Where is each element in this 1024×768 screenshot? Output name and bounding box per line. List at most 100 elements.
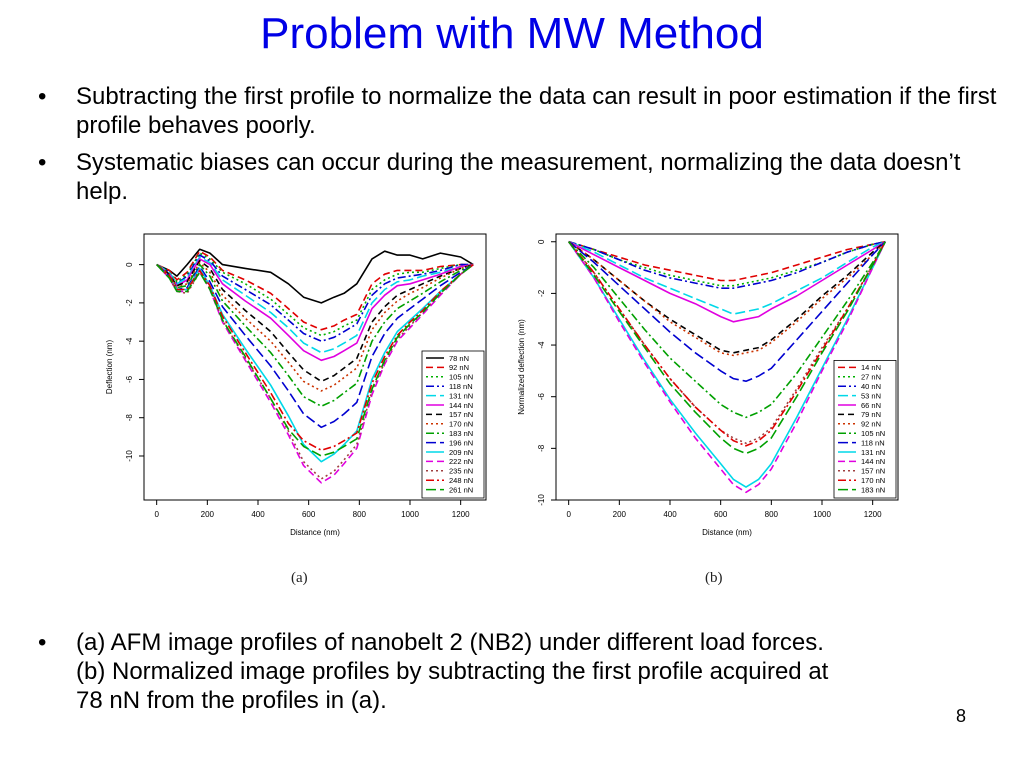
legend-label: 53 nN [861,391,881,400]
legend-label: 131 nN [861,448,885,457]
x-axis-label: Distance (nm) [290,528,340,537]
series-line [156,263,474,457]
bullet-line: (a) AFM image profiles of nanobelt 2 (NB… [76,629,824,656]
series-line [156,263,474,429]
series-line [156,250,474,331]
bullet-item: • Subtracting the first profile to norma… [38,82,1013,140]
legend-label: 40 nN [861,382,881,391]
x-tick-label: 1200 [452,510,470,519]
x-tick-label: 0 [154,510,159,519]
series-line [568,240,886,290]
legend-label: 261 nN [449,485,473,494]
legend-label: 183 nN [449,429,473,438]
x-tick-label: 400 [251,510,265,519]
x-tick-label: 600 [714,510,728,519]
caption-a: (a) [291,570,308,586]
x-tick-label: 1000 [813,510,831,519]
bullet-text: Systematic biases can occur during the m… [76,149,961,205]
legend-label: 14 nN [861,363,881,372]
x-tick-label: 200 [613,510,627,519]
series-line [568,241,887,488]
y-tick-label: -2 [537,289,546,297]
series-line [568,241,886,357]
series-line [156,256,474,354]
bullet-text: Subtracting the first profile to normali… [76,83,997,139]
legend-label: 118 nN [449,382,473,391]
y-tick-label: -6 [537,393,546,401]
series-line [568,240,886,282]
y-axis-label: Deflection (nm) [105,340,114,395]
series-line [568,241,886,419]
y-axis-label: Normalized deflection (nm) [517,319,526,415]
bullet-item: • (a) AFM image profiles of nanobelt 2 (… [38,628,1013,715]
y-tick-label: 0 [537,239,546,244]
legend-label: 209 nN [449,448,473,457]
legend-label: 183 nN [861,485,885,494]
x-tick-label: 1000 [401,510,419,519]
x-tick-label: 1200 [864,510,882,519]
x-tick-label: 800 [353,510,367,519]
y-tick-label: -8 [125,414,134,422]
bullet-item: • Systematic biases can occur during the… [38,148,1013,206]
legend-label: 144 nN [861,457,885,466]
legend-label: 105 nN [861,429,885,438]
caption-b: (b) [705,570,723,586]
legend-label: 66 nN [861,401,881,410]
series-line [156,252,474,337]
x-tick-label: 0 [566,510,571,519]
legend-label: 92 nN [449,363,469,372]
chart-a-afm-profiles: 0 200 400 600 800 1000 1200 0 -2 -4 -6 -8 -10 Distanc… [105,233,487,537]
legend-label: 131 nN [449,391,473,400]
bullet-line: 78 nN from the profiles in (a). [76,687,387,714]
legend-label: 157 nN [449,410,473,419]
y-tick-label: -4 [537,341,546,349]
series-line [156,263,474,407]
y-tick-label: -6 [125,375,134,383]
series-line [156,258,474,362]
y-tick-label: -4 [125,337,134,345]
legend-label: 170 nN [449,420,473,429]
y-tick-label: -8 [537,444,546,452]
series-line [568,241,887,494]
series-line [568,241,887,447]
series-line [568,241,886,382]
caption-bullet-list: • (a) AFM image profiles of nanobelt 2 (… [38,628,1013,723]
legend-label: 235 nN [449,467,473,476]
bullet-dot: • [38,629,47,656]
y-tick-label: -10 [125,450,134,462]
legend-label: 144 nN [449,401,473,410]
legend-label: 222 nN [449,457,473,466]
x-tick-label: 800 [765,510,779,519]
chart-b-normalized-profiles: 0 200 400 600 800 1000 1200 0 -2 -4 -6 -8 -10 Distanc… [517,233,899,537]
bullet-dot: • [38,83,47,110]
series-line [568,241,887,444]
y-tick-label: -10 [537,494,546,506]
legend-label: 170 nN [861,476,885,485]
x-tick-label: 200 [201,510,215,519]
y-tick-label: -2 [125,299,134,307]
series-line [568,240,886,323]
x-axis-label: Distance (nm) [702,528,752,537]
bullet-dot: • [38,149,47,176]
legend-label: 105 nN [449,373,473,382]
bullet-list: • Subtracting the first profile to norma… [38,82,1013,214]
legend-label: 27 nN [861,373,881,382]
legend-label: 118 nN [861,438,885,447]
series-line [156,259,474,383]
legend-label: 79 nN [861,410,881,419]
series-line [568,240,886,315]
legend-label: 248 nN [449,476,473,485]
y-tick-label: 0 [125,262,134,267]
legend-label: 92 nN [861,420,881,429]
slide-title: Problem with MW Method [260,9,764,58]
legend-label: 78 nN [449,354,469,363]
x-tick-label: 600 [302,510,316,519]
series-line [156,248,474,304]
page-number: 8 [955,706,966,726]
series-line [568,241,887,455]
legend-label: 196 nN [449,438,473,447]
legend-box [833,359,897,499]
series-line [156,254,474,342]
bullet-line: (b) Normalized image profiles by subtrac… [76,658,829,685]
legend-label: 157 nN [861,467,885,476]
